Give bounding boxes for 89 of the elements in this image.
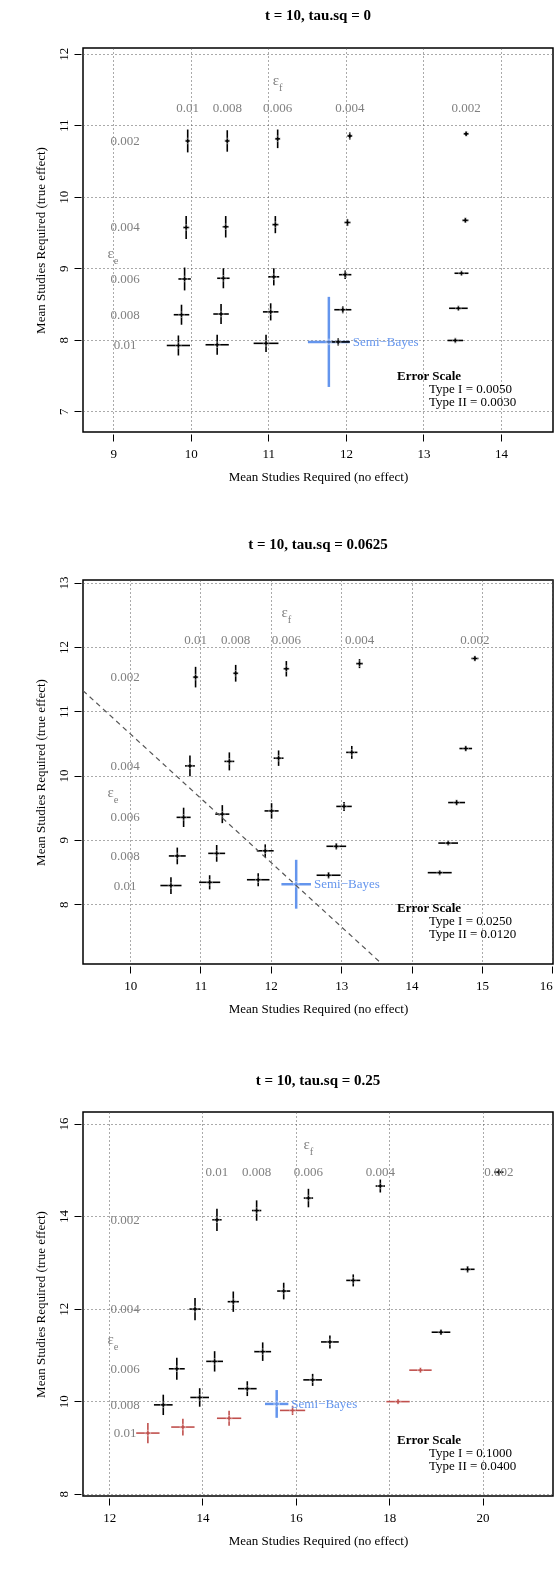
annotation: 0.01 xyxy=(184,632,207,647)
x-tick-label: 13 xyxy=(417,445,431,461)
annotation: 0.008 xyxy=(110,306,140,322)
y-axis-title: Mean Studies Required (true effect) xyxy=(32,679,48,866)
annotation: ε$_{f}$ xyxy=(303,1136,314,1157)
annotation: 0.008 xyxy=(221,632,251,647)
y-tick-label: 12 xyxy=(55,47,71,61)
annotation: 0.01 xyxy=(113,337,137,353)
y-tick-label: 16 xyxy=(55,1117,71,1131)
annotation: 0.004 xyxy=(110,757,141,773)
annotation: 0.01 xyxy=(205,1164,229,1179)
annotation: 0.008 xyxy=(110,1396,140,1412)
y-tick-label: 13 xyxy=(55,576,71,590)
annotation: 0.006 xyxy=(263,100,293,115)
annotation: ε$_{e}$ xyxy=(107,245,119,266)
x-tick-label: 16 xyxy=(289,1509,304,1525)
series-label: Semi−Bayes xyxy=(291,1395,358,1411)
annotation: 0.006 xyxy=(293,1164,324,1179)
annotation: 0.004 xyxy=(110,1301,141,1317)
y-tick-label: 11 xyxy=(55,705,71,718)
y-tick-label: 9 xyxy=(55,265,71,272)
x-tick-label: 12 xyxy=(264,977,278,993)
annotation: 0.01 xyxy=(113,877,137,893)
y-tick-label: 10 xyxy=(55,769,71,783)
annotation: 0.01 xyxy=(113,1425,137,1441)
y-tick-label: 8 xyxy=(55,901,71,908)
y-tick-label: 11 xyxy=(55,119,71,132)
y-tick-label: 8 xyxy=(55,1490,71,1498)
y-tick-label: 7 xyxy=(55,408,71,416)
annotation: ε$_{f}$ xyxy=(272,72,284,93)
annotation: 0.002 xyxy=(460,632,490,647)
x-tick-label: 10 xyxy=(184,445,198,461)
x-tick-label: 12 xyxy=(339,445,353,461)
x-tick-label: 18 xyxy=(383,1509,397,1525)
y-tick-label: 8 xyxy=(55,337,71,344)
x-tick-label: 12 xyxy=(103,1509,117,1525)
annotation: 0.008 xyxy=(110,847,140,863)
annotation: 0.002 xyxy=(110,669,140,685)
annotation: Type I = 0.0050 xyxy=(429,381,512,396)
annotation: 0.004 xyxy=(365,1164,396,1179)
series-label: Semi−Bayes xyxy=(352,333,419,349)
annotation: Type I = 0.0250 xyxy=(429,913,512,928)
annotation: 0.002 xyxy=(110,1211,140,1227)
annotation: Error Scale xyxy=(397,900,462,915)
annotation: 0.006 xyxy=(271,632,302,647)
annotation: 0.008 xyxy=(242,1164,272,1179)
x-tick-label: 9 xyxy=(110,445,117,461)
annotation: Error Scale xyxy=(397,1432,462,1447)
x-tick-label: 14 xyxy=(405,977,420,993)
annotation: 0.002 xyxy=(451,100,481,115)
annotation: ε$_{f}$ xyxy=(281,604,292,625)
y-tick-label: 10 xyxy=(55,1395,71,1409)
annotation: 0.006 xyxy=(110,1360,141,1376)
chart-title: t = 10, tau.sq = 0.25 xyxy=(255,1072,381,1088)
x-tick-label: 14 xyxy=(495,445,509,461)
y-tick-label: 12 xyxy=(55,1302,71,1316)
y-axis-title: Mean Studies Required (true effect) xyxy=(32,1211,48,1398)
x-tick-label: 14 xyxy=(196,1509,210,1525)
annotation: 0.002 xyxy=(110,132,140,148)
annotation: 0.004 xyxy=(344,632,375,647)
annotation: Error Scale xyxy=(397,368,462,383)
x-axis-title: Mean Studies Required (no effect) xyxy=(228,1000,409,1016)
annotation: Type I = 0.1000 xyxy=(429,1445,512,1460)
annotation: ε$_{e}$ xyxy=(107,783,119,805)
chart-title: t = 10, tau.sq = 0.0625 xyxy=(248,536,388,553)
annotation: 0.004 xyxy=(110,219,141,235)
y-tick-label: 12 xyxy=(55,640,71,654)
x-tick-label: 15 xyxy=(475,977,489,993)
y-tick-label: 10 xyxy=(55,190,71,204)
x-tick-label: 13 xyxy=(335,977,349,993)
annotation: ε$_{e}$ xyxy=(107,1330,119,1352)
x-tick-label: 20 xyxy=(476,1509,490,1525)
annotation: 0.006 xyxy=(110,809,141,825)
series-label: Semi−Bayes xyxy=(313,876,380,892)
x-axis-title: Mean Studies Required (no effect) xyxy=(228,1532,409,1548)
annotation: 0.01 xyxy=(176,100,200,115)
annotation: 0.008 xyxy=(212,100,242,115)
annotation: 0.004 xyxy=(335,100,365,115)
x-tick-label: 11 xyxy=(194,977,208,993)
x-tick-label: 11 xyxy=(262,445,276,461)
x-tick-label: 16 xyxy=(539,977,554,993)
x-tick-label: 10 xyxy=(124,977,138,993)
chart-title: t = 10, tau.sq = 0 xyxy=(265,7,371,24)
annotation: 0.002 xyxy=(484,1164,514,1179)
y-tick-label: 14 xyxy=(55,1209,71,1224)
y-axis-title: Mean Studies Required (true effect) xyxy=(32,147,48,334)
x-axis-title: Mean Studies Required (no effect) xyxy=(228,468,409,484)
annotation: 0.006 xyxy=(110,270,141,286)
y-tick-label: 9 xyxy=(55,837,71,844)
